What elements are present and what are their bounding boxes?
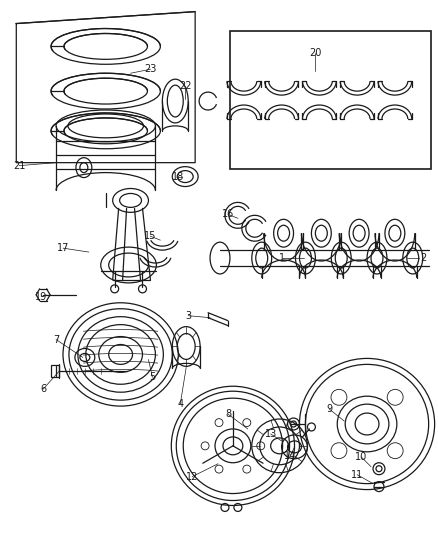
Text: 12: 12	[186, 472, 198, 482]
Text: 17: 17	[57, 243, 69, 253]
Text: 20: 20	[309, 49, 321, 58]
Text: 2: 2	[420, 253, 427, 263]
Bar	[51, 365, 59, 377]
Text: 3: 3	[185, 311, 191, 321]
Text: 5: 5	[149, 372, 155, 382]
Text: 11: 11	[351, 470, 363, 480]
Text: 14: 14	[284, 451, 297, 461]
Text: 6: 6	[40, 384, 46, 394]
Text: 21: 21	[13, 160, 25, 171]
Bar	[230, 31, 431, 168]
Text: 4: 4	[177, 399, 184, 409]
Text: 16: 16	[222, 209, 234, 220]
Text: 9: 9	[326, 404, 332, 414]
Text: 8: 8	[225, 409, 231, 419]
Text: 10: 10	[355, 452, 367, 462]
Text: 22: 22	[179, 81, 191, 91]
Text: 13: 13	[265, 429, 277, 439]
Text: 23: 23	[144, 64, 157, 74]
Text: 15: 15	[144, 231, 157, 241]
Text: 18: 18	[172, 172, 184, 182]
Text: 7: 7	[53, 335, 59, 344]
Text: 19: 19	[35, 292, 47, 302]
Text: 1: 1	[279, 253, 285, 263]
